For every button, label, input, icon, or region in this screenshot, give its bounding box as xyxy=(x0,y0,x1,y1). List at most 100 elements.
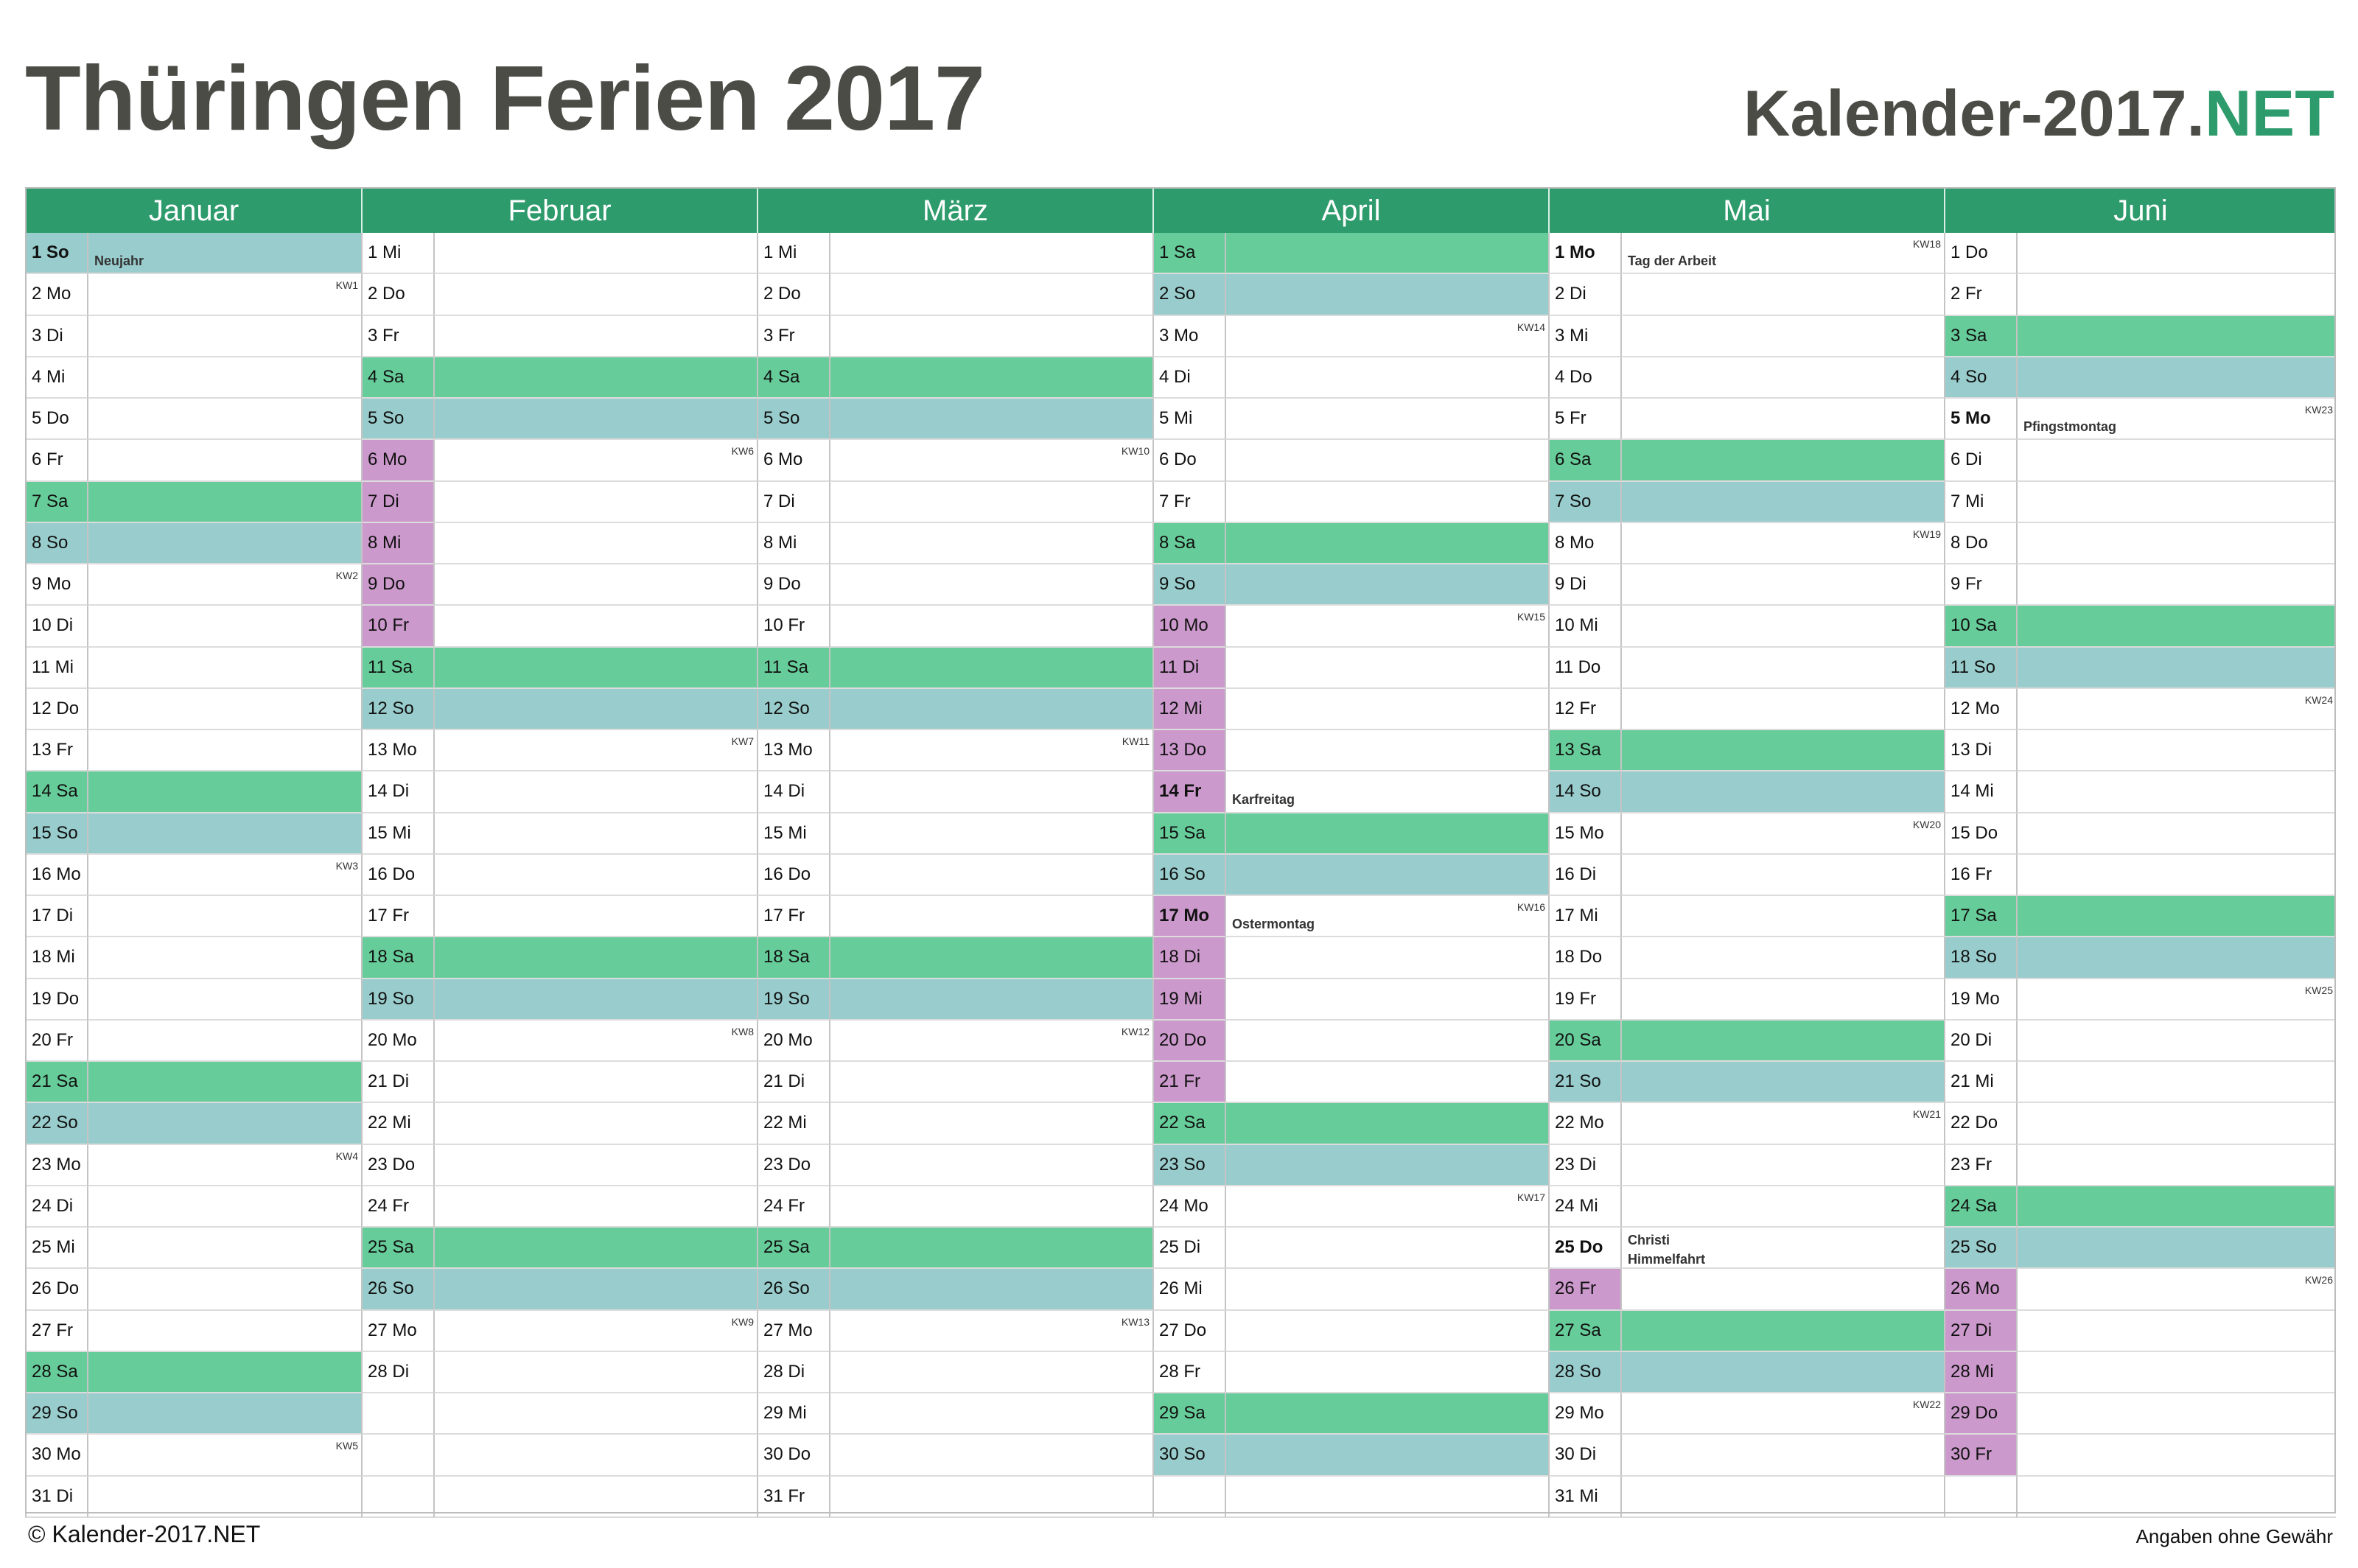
day-cell: 7 Mi xyxy=(1944,481,2016,523)
day-cell: 27 Di xyxy=(1944,1310,2016,1352)
day-note-cell xyxy=(2016,647,2336,689)
day-cell: 23 Do xyxy=(361,1144,433,1186)
day-note-cell xyxy=(433,274,757,316)
day-note-cell xyxy=(433,937,757,979)
day-cell: 17 Mi xyxy=(1548,896,1620,938)
week-number: KW16 xyxy=(1516,901,1545,913)
week-number: KW20 xyxy=(1912,818,1941,830)
day-cell: 25 Sa xyxy=(361,1228,433,1270)
day-note-cell xyxy=(1225,730,1548,772)
day-cell: 1 Mi xyxy=(757,233,829,275)
day-note-cell xyxy=(1620,979,1944,1021)
day-note-cell xyxy=(1620,399,1944,441)
week-number: KW6 xyxy=(731,445,754,458)
day-note-cell xyxy=(829,1228,1152,1270)
day-cell: 14 Di xyxy=(361,771,433,813)
week-number: KW24 xyxy=(2304,693,2333,706)
day-cell: 9 Do xyxy=(361,564,433,606)
day-cell: 16 Mo xyxy=(25,854,87,896)
day-note-cell xyxy=(433,1103,757,1145)
day-cell: 17 Fr xyxy=(757,896,829,938)
day-cell: 11 Sa xyxy=(361,647,433,689)
day-cell: 26 Mi xyxy=(1152,1269,1225,1311)
day-note-cell xyxy=(2016,315,2336,357)
day-cell: 18 So xyxy=(1944,937,2016,979)
empty-note-cell xyxy=(433,1476,757,1518)
day-cell: 25 Do xyxy=(1548,1228,1620,1270)
day-note-cell xyxy=(2016,1144,2336,1186)
day-note-cell xyxy=(1620,606,1944,648)
day-cell: 4 Mi xyxy=(25,357,87,399)
day-cell: 9 Do xyxy=(757,564,829,606)
day-cell: 30 So xyxy=(1152,1435,1225,1477)
day-cell: 14 Fr xyxy=(1152,771,1225,813)
day-note-cell xyxy=(1225,1269,1548,1311)
day-note-cell xyxy=(2016,937,2336,979)
day-cell: 6 Do xyxy=(1152,440,1225,482)
day-cell: 28 Fr xyxy=(1152,1351,1225,1393)
week-number: KW7 xyxy=(731,735,754,747)
day-cell: 31 Di xyxy=(25,1476,87,1518)
day-cell: 7 Di xyxy=(361,481,433,523)
day-note-cell xyxy=(87,1269,361,1311)
day-cell: 5 So xyxy=(757,399,829,441)
day-cell: 27 Fr xyxy=(25,1310,87,1352)
day-note-cell xyxy=(829,896,1152,938)
day-note-cell xyxy=(433,564,757,606)
day-cell: 22 Sa xyxy=(1152,1103,1225,1145)
week-number: KW25 xyxy=(2304,984,2333,996)
day-note-cell xyxy=(1225,854,1548,896)
week-number: KW13 xyxy=(1121,1315,1150,1328)
day-note-cell xyxy=(1225,1103,1548,1145)
day-note-cell xyxy=(2016,481,2336,523)
day-note-cell xyxy=(2016,896,2336,938)
day-cell: 10 Sa xyxy=(1944,606,2016,648)
day-note-cell: KW25 xyxy=(2016,979,2336,1021)
day-note-cell xyxy=(829,1476,1152,1518)
day-note-cell xyxy=(2016,233,2336,275)
day-cell: 8 Mi xyxy=(361,522,433,564)
day-cell: 2 Fr xyxy=(1944,274,2016,316)
day-note-cell xyxy=(1620,896,1944,938)
day-note-cell: KW22 xyxy=(1620,1393,1944,1435)
day-cell: 15 Mi xyxy=(361,813,433,855)
day-cell: 21 So xyxy=(1548,1062,1620,1104)
day-note-cell xyxy=(1225,1228,1548,1270)
day-cell: 24 Fr xyxy=(361,1186,433,1228)
week-number: KW23 xyxy=(2304,404,2333,416)
week-number: KW10 xyxy=(1121,445,1150,458)
day-cell: 20 Mo xyxy=(757,1020,829,1062)
day-note-cell xyxy=(87,399,361,441)
day-note-cell: KW2 xyxy=(87,564,361,606)
empty-note-cell xyxy=(2016,1476,2336,1518)
day-note-cell xyxy=(87,937,361,979)
day-cell: 19 Do xyxy=(25,979,87,1021)
day-cell: 26 Mo xyxy=(1944,1269,2016,1311)
day-cell: 31 Mi xyxy=(1548,1476,1620,1518)
day-note-cell xyxy=(1225,1020,1548,1062)
day-note-cell: Ostermontag KW16 xyxy=(1225,896,1548,938)
day-cell: 11 Do xyxy=(1548,647,1620,689)
day-note-cell xyxy=(829,1269,1152,1311)
day-cell: 29 Mi xyxy=(757,1393,829,1435)
day-cell: 23 Fr xyxy=(1944,1144,2016,1186)
day-note-cell xyxy=(87,1228,361,1270)
day-note-cell xyxy=(1225,357,1548,399)
day-note-cell xyxy=(1620,1186,1944,1228)
day-note-cell xyxy=(433,1186,757,1228)
day-cell: 27 Sa xyxy=(1548,1310,1620,1352)
day-cell: 29 Do xyxy=(1944,1393,2016,1435)
day-note-cell xyxy=(829,399,1152,441)
week-number: KW8 xyxy=(731,1025,754,1037)
day-cell: 22 Mi xyxy=(361,1103,433,1145)
day-cell: 15 Mo xyxy=(1548,813,1620,855)
day-cell: 11 Sa xyxy=(757,647,829,689)
day-note-cell xyxy=(2016,564,2336,606)
day-note-cell xyxy=(2016,1393,2336,1435)
day-cell: 29 Mo xyxy=(1548,1393,1620,1435)
day-cell: 15 Do xyxy=(1944,813,2016,855)
day-note-cell xyxy=(1225,399,1548,441)
week-number: KW2 xyxy=(335,570,358,581)
day-cell: 6 Sa xyxy=(1548,440,1620,482)
day-note-cell xyxy=(829,1435,1152,1477)
